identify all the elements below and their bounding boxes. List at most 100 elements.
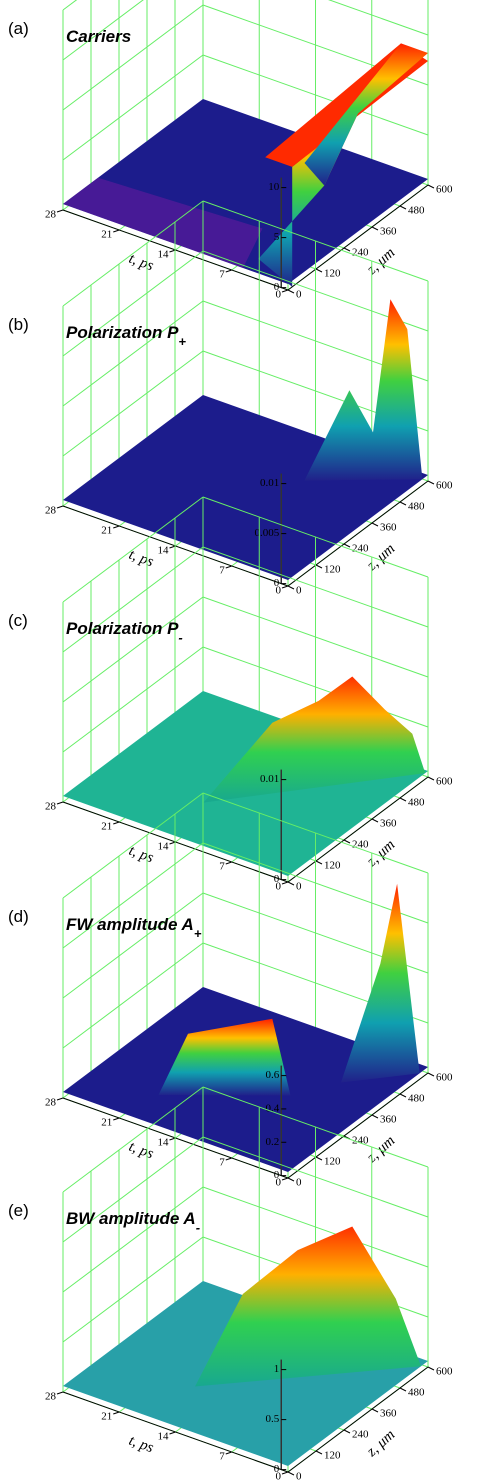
tick-mark xyxy=(113,229,120,233)
tick-mark xyxy=(287,1471,295,1476)
grid-line xyxy=(62,250,204,357)
grid-line xyxy=(62,0,78,11)
grid-line xyxy=(202,546,429,628)
value-tick-label: 0 xyxy=(274,577,280,589)
grid-line xyxy=(62,300,204,407)
tick-mark xyxy=(281,585,289,589)
panel-label: (a) xyxy=(8,19,29,38)
title-subscript: + xyxy=(194,926,202,941)
grid-line xyxy=(202,646,429,728)
panel-title: FW amplitude A+ xyxy=(66,915,202,941)
z-tick-label: 480 xyxy=(408,501,425,513)
grid-line xyxy=(62,1086,204,1193)
t-tick-label: 0 xyxy=(276,881,282,893)
grid-line xyxy=(62,546,204,653)
tick-mark xyxy=(113,821,120,825)
z-tick-label: 120 xyxy=(324,268,341,280)
z-tick-label: 0 xyxy=(296,1177,302,1189)
value-tick-label: 10 xyxy=(268,181,280,193)
title-text: Carriers xyxy=(66,27,131,46)
axis-line xyxy=(287,480,429,587)
value-tick-label: 1 xyxy=(274,1363,280,1375)
panel-label: (c) xyxy=(8,611,28,630)
value-tick-label: 0.01 xyxy=(260,773,279,785)
t-tick-label: 21 xyxy=(101,1411,112,1423)
tick-mark xyxy=(281,1177,289,1181)
z-tick-label: 600 xyxy=(436,1072,453,1084)
title-text: BW amplitude A xyxy=(66,1209,196,1228)
surface-peak xyxy=(158,1018,291,1096)
grid-line xyxy=(328,0,429,36)
value-tick-label: 0.4 xyxy=(266,1102,280,1114)
grid-line xyxy=(62,1236,204,1343)
tick-mark xyxy=(56,505,64,509)
panel-title: BW amplitude A- xyxy=(66,1209,200,1235)
tick-mark xyxy=(113,1411,120,1415)
value-tick-label: 0.01 xyxy=(260,477,279,489)
tick-mark xyxy=(427,1366,435,1371)
panel-label: (b) xyxy=(8,315,29,334)
tick-mark xyxy=(371,522,379,527)
title-text: Polarization P xyxy=(66,619,179,638)
tick-mark xyxy=(399,797,407,802)
t-tick-label: 14 xyxy=(158,545,170,557)
t-tick-label: 28 xyxy=(45,801,57,813)
grid-line xyxy=(62,842,204,949)
tick-mark xyxy=(281,289,289,293)
tick-mark xyxy=(113,525,120,529)
t-tick-label: 0 xyxy=(276,1177,282,1189)
t-tick-label: 7 xyxy=(219,861,225,873)
tick-mark xyxy=(343,1429,351,1434)
tick-mark xyxy=(225,861,232,865)
tick-mark xyxy=(427,776,435,781)
z-tick-label: 0 xyxy=(296,1471,302,1483)
t-tick-label: 28 xyxy=(45,209,57,221)
z-tick-label: 360 xyxy=(380,1114,397,1126)
title-subscript: + xyxy=(178,334,186,349)
t-axis-label: t, ps xyxy=(127,1139,156,1163)
tick-mark xyxy=(371,1114,379,1119)
grid-line xyxy=(62,596,204,703)
grid-line xyxy=(202,1136,429,1218)
tick-mark xyxy=(56,1391,64,1395)
tick-mark xyxy=(113,1117,120,1121)
tick-mark xyxy=(427,1072,435,1077)
surface-peak xyxy=(304,43,428,186)
tick-mark xyxy=(399,205,407,210)
tick-mark xyxy=(399,1387,407,1392)
t-tick-label: 14 xyxy=(158,1431,170,1443)
surface xyxy=(63,99,428,284)
z-tick-label: 480 xyxy=(408,205,425,217)
tick-mark xyxy=(427,184,435,189)
grid-line xyxy=(62,350,204,457)
grid-line xyxy=(62,496,204,603)
surface-peak xyxy=(304,299,423,481)
tick-mark xyxy=(399,1093,407,1098)
t-axis-label: t, ps xyxy=(127,1433,156,1457)
t-tick-label: 21 xyxy=(101,821,112,833)
z-tick-label: 120 xyxy=(324,1156,341,1168)
tick-mark xyxy=(225,565,232,569)
tick-mark xyxy=(343,839,351,844)
z-tick-label: 600 xyxy=(436,184,453,196)
tick-mark xyxy=(371,818,379,823)
grid-line xyxy=(62,54,204,161)
t-tick-label: 14 xyxy=(158,841,170,853)
title-subscript: - xyxy=(178,630,182,645)
value-tick-label: 0 xyxy=(274,281,280,293)
z-tick-label: 600 xyxy=(436,480,453,492)
tick-mark xyxy=(399,501,407,506)
tick-mark xyxy=(427,480,435,485)
grid-line xyxy=(62,4,204,111)
value-tick-label: 0 xyxy=(274,1463,280,1475)
z-tick-label: 0 xyxy=(296,289,302,301)
t-tick-label: 0 xyxy=(276,585,282,597)
tick-mark xyxy=(315,860,323,865)
t-tick-label: 14 xyxy=(158,249,170,261)
panel-label: (d) xyxy=(8,907,29,926)
t-tick-label: 28 xyxy=(45,1391,57,1403)
tick-mark xyxy=(287,1177,295,1182)
surface xyxy=(63,395,428,580)
